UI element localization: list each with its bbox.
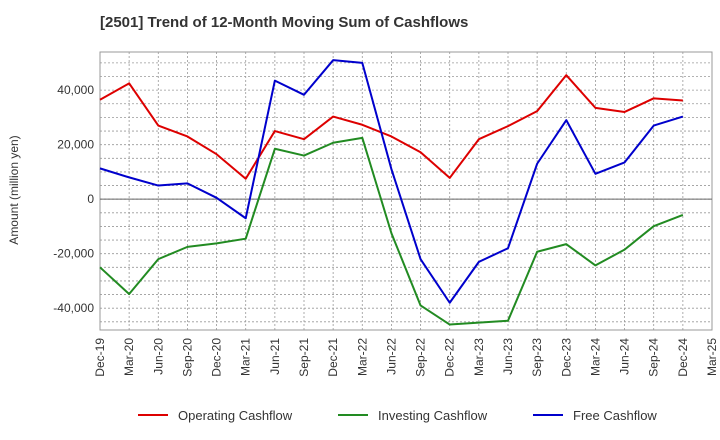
x-tick-label: Mar-21 — [239, 338, 253, 376]
x-tick-label: Jun-24 — [618, 338, 632, 375]
free-cashflow-legend-label: Free Cashflow — [573, 408, 657, 423]
x-tick-label: Dec-21 — [326, 338, 340, 377]
x-tick-label: Jun-22 — [384, 338, 398, 375]
free-cashflow-line — [99, 59, 684, 304]
x-tick-label: Mar-20 — [122, 338, 136, 376]
x-tick-label: Sep-20 — [180, 338, 194, 377]
operating-cashflow-line — [99, 74, 683, 180]
x-tick-label: Mar-25 — [705, 338, 719, 376]
investing-cashflow-line — [99, 136, 684, 326]
y-tick-label: -20,000 — [53, 247, 94, 261]
x-tick-label: Jun-21 — [268, 338, 282, 375]
y-tick-label: 40,000 — [57, 83, 94, 97]
operating-cashflow-legend-label: Operating Cashflow — [178, 408, 293, 423]
x-tick-label: Mar-22 — [355, 338, 369, 376]
x-tick-label: Dec-19 — [93, 338, 107, 377]
y-tick-label: 20,000 — [57, 138, 94, 152]
y-axis-label: Amount (million yen) — [7, 135, 21, 244]
x-tick-label: Dec-23 — [559, 338, 573, 377]
x-tick-label: Sep-23 — [530, 338, 544, 377]
x-tick-label: Sep-22 — [414, 338, 428, 377]
x-tick-label: Dec-20 — [210, 338, 224, 377]
y-tick-label: -40,000 — [53, 301, 94, 315]
investing-cashflow-legend-label: Investing Cashflow — [378, 408, 488, 423]
y-tick-label: 0 — [87, 192, 94, 206]
plot-area — [99, 51, 713, 331]
x-tick-label: Sep-21 — [297, 338, 311, 377]
x-tick-label: Mar-24 — [588, 338, 602, 376]
x-tick-label: Jun-23 — [501, 338, 515, 375]
x-tick-label: Sep-24 — [647, 338, 661, 377]
x-tick-label: Dec-24 — [676, 338, 690, 377]
x-tick-label: Dec-22 — [443, 338, 457, 377]
chart-title: [2501] Trend of 12-Month Moving Sum of C… — [100, 14, 469, 31]
x-tick-label: Mar-23 — [472, 338, 486, 376]
x-tick-label: Jun-20 — [151, 338, 165, 375]
